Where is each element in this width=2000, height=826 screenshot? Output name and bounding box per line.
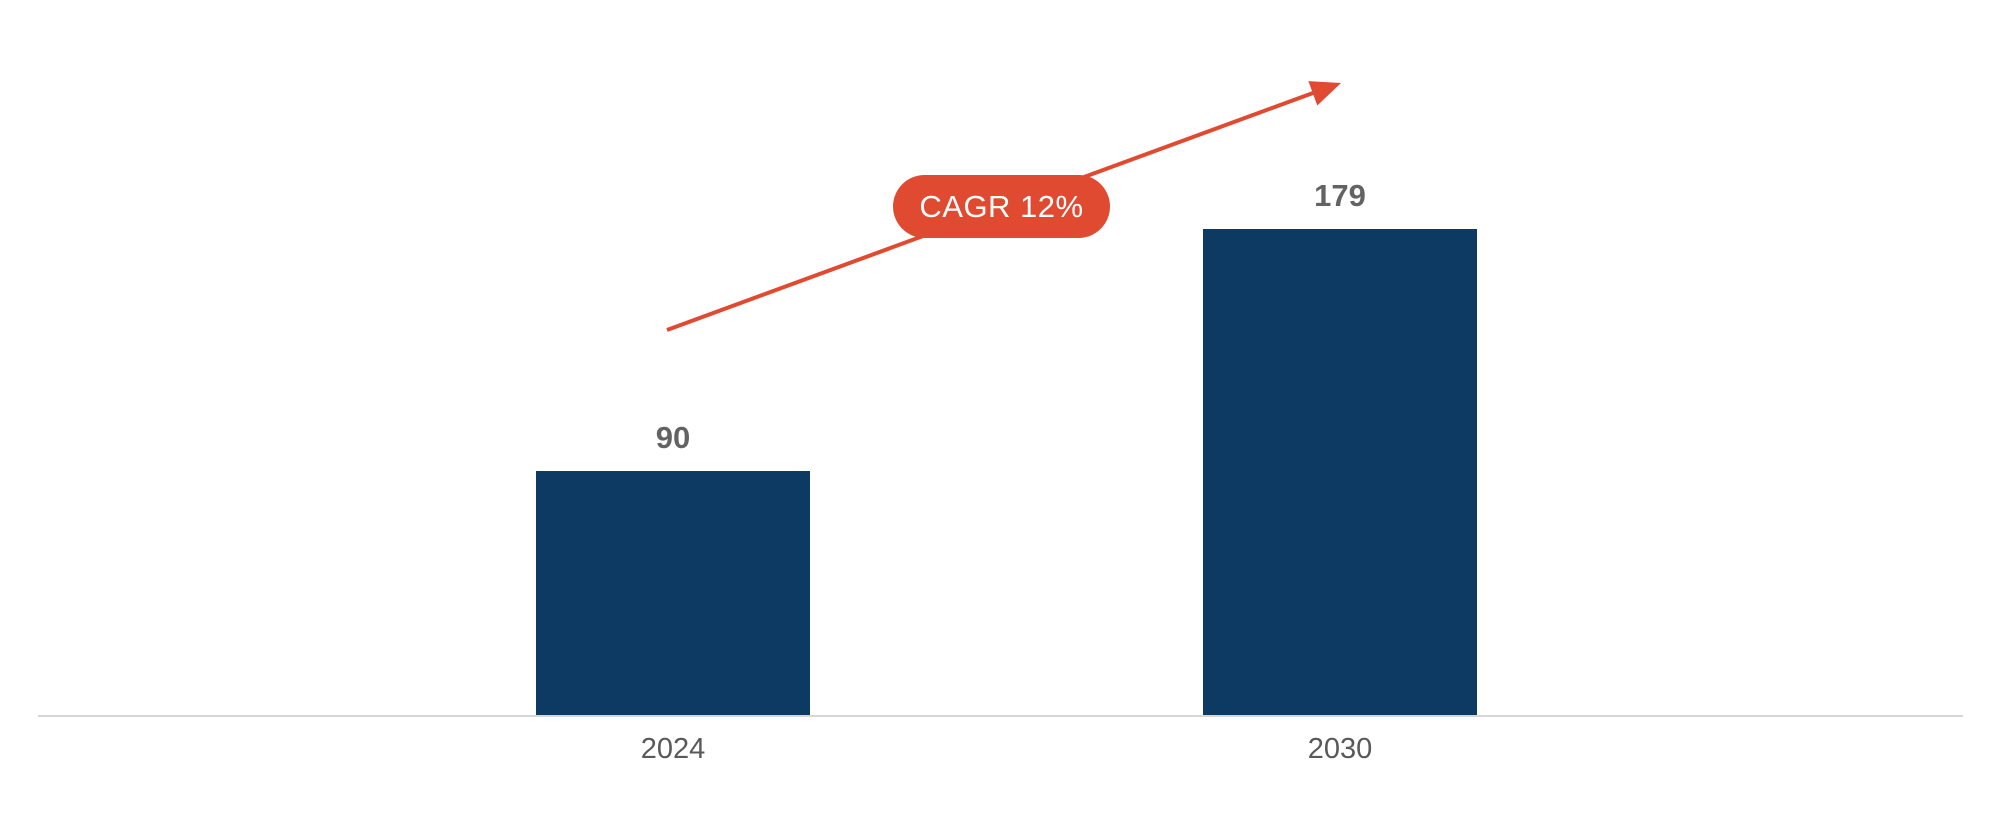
bar-2024 (536, 471, 810, 716)
bar-value-label-2024: 90 (655, 420, 691, 455)
bar-2030 (1203, 229, 1477, 716)
bar-group-2024: 90 (536, 422, 810, 716)
cagr-badge: CAGR 12% (893, 175, 1110, 238)
x-axis-line (38, 715, 1963, 717)
category-label-2024: 2024 (640, 733, 706, 765)
growth-arrow-head (1308, 81, 1341, 106)
cagr-badge-label: CAGR 12% (919, 189, 1084, 224)
bar-group-2030: 179 (1203, 180, 1477, 716)
category-label-2030: 2030 (1307, 733, 1373, 765)
bar-value-label-2030: 179 (1314, 178, 1366, 213)
